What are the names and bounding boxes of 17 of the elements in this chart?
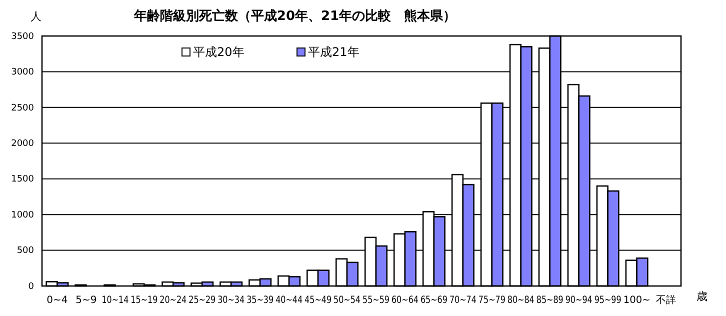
legend-label: 平成20年 [193, 45, 244, 59]
x-tick-label: 不詳 [656, 294, 676, 306]
y-tick-label: 3000 [11, 68, 34, 78]
y-tick-label: 500 [16, 246, 34, 256]
chart-title: 年齢階級別死亡数（平成20年、21年の比較 熊本県） [132, 8, 456, 24]
legend-label: 平成21年 [308, 45, 360, 59]
x-tick-label: 5~9 [76, 295, 97, 306]
y-axis-title: 人 [30, 10, 42, 23]
x-axis-title: 歳 [696, 290, 708, 303]
y-tick-label: 2000 [11, 139, 34, 150]
y-tick-label: 1000 [11, 210, 34, 220]
x-tick-label: 0~4 [46, 295, 68, 306]
y-tick-label: 2500 [11, 103, 34, 114]
x-tick-label: 100~ [623, 295, 651, 306]
y-tick-label: 1500 [11, 174, 34, 185]
y-tick-label: 3500 [11, 32, 34, 42]
y-tick-label: 0 [28, 282, 34, 292]
